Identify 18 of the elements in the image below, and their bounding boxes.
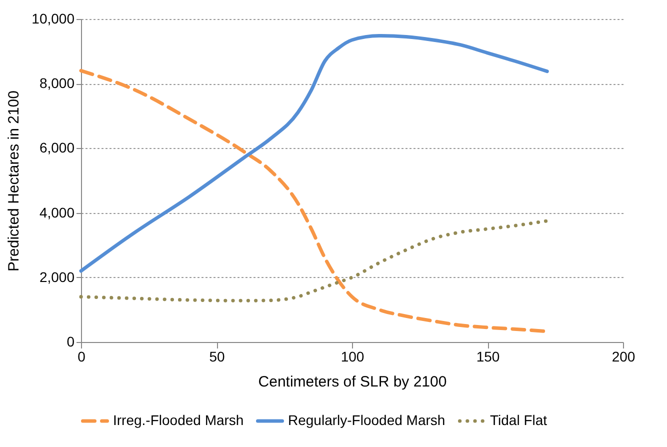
legend-label: Regularly-Flooded Marsh — [288, 412, 446, 428]
x-tick-label: 100 — [340, 348, 364, 364]
legend-label: Tidal Flat — [490, 412, 548, 428]
legend-label: Irreg.-Flooded Marsh — [113, 412, 244, 428]
x-tick-label: 50 — [209, 348, 225, 364]
y-tick-label: 6,000 — [39, 140, 75, 156]
line-series — [79, 34, 549, 273]
y-tick-label: 2,000 — [39, 268, 75, 285]
y-tick-label: 4,000 — [39, 204, 75, 220]
x-tick-label: 0 — [78, 348, 86, 364]
line-series — [79, 219, 549, 302]
x-tick-label: 150 — [476, 348, 500, 364]
x-tick-label: 200 — [612, 348, 636, 364]
y-tick-label: 0 — [66, 334, 75, 350]
x-axis-title: Centimeters of SLR by 2100 — [258, 374, 447, 390]
y-axis-title: Predicted Hectares in 2100 — [6, 90, 23, 272]
y-tick-label: 10,000 — [32, 10, 75, 26]
y-tick-label: 8,000 — [39, 75, 75, 92]
